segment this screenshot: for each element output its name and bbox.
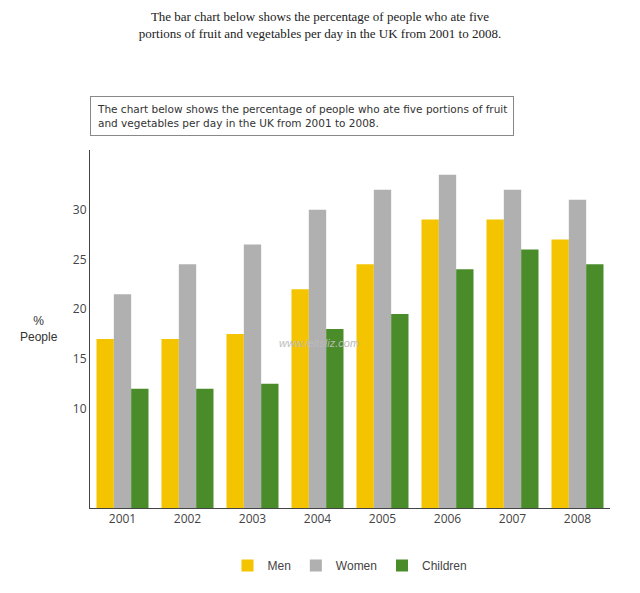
svg-text:www.ieltsliz.com: www.ieltsliz.com bbox=[279, 337, 359, 349]
svg-text:Men: Men bbox=[268, 559, 291, 573]
svg-text:10: 10 bbox=[73, 400, 87, 417]
svg-text:15: 15 bbox=[73, 350, 87, 367]
svg-text:20: 20 bbox=[73, 300, 87, 317]
svg-text:2006: 2006 bbox=[434, 510, 462, 527]
svg-text:The bar chart below shows the: The bar chart below shows the percentage… bbox=[139, 9, 501, 41]
svg-text:2005: 2005 bbox=[369, 510, 397, 527]
svg-text:2007: 2007 bbox=[499, 510, 527, 527]
svg-text:2003: 2003 bbox=[239, 510, 267, 527]
svg-text:25: 25 bbox=[73, 251, 87, 268]
svg-text:Children: Children bbox=[422, 559, 467, 573]
svg-text:2008: 2008 bbox=[564, 510, 592, 527]
svg-text:2001: 2001 bbox=[109, 510, 136, 527]
svg-text:2004: 2004 bbox=[304, 510, 332, 527]
svg-text:2002: 2002 bbox=[174, 510, 202, 527]
svg-text:Women: Women bbox=[336, 559, 377, 573]
svg-text:%People: %People bbox=[20, 314, 58, 344]
svg-text:30: 30 bbox=[73, 201, 87, 218]
svg-text:The chart below shows the perc: The chart below shows the percentage of … bbox=[97, 103, 507, 129]
